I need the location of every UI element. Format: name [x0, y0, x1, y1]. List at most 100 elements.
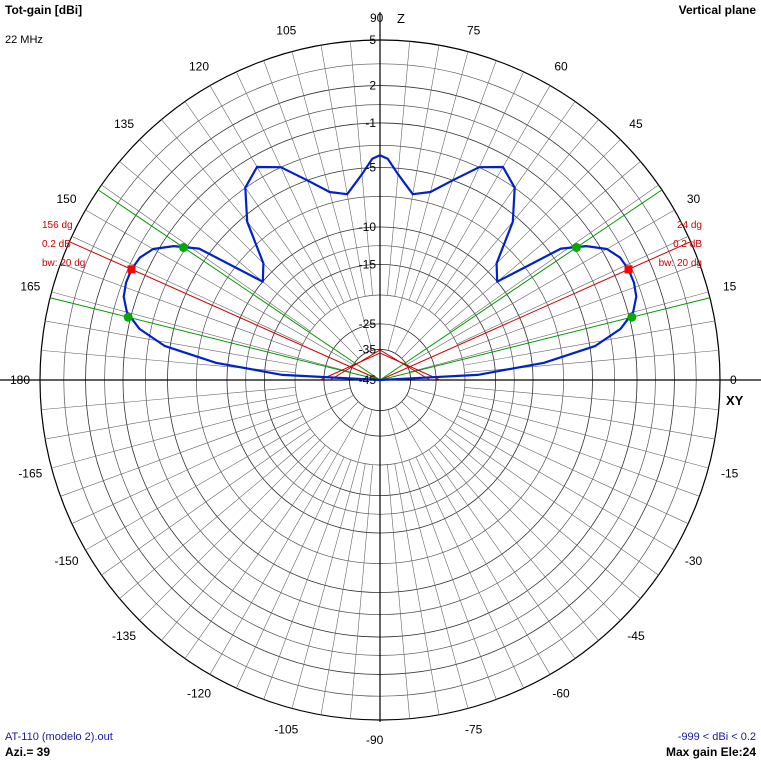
inner-max-marker: [319, 352, 441, 381]
angle-tick-label: -90: [366, 733, 384, 747]
radial-tick-label: -10: [359, 220, 377, 234]
grid-spoke: [350, 41, 373, 296]
grid-spoke: [236, 71, 345, 304]
left-max-annotation: 0.2 dB: [42, 239, 71, 250]
grid-spoke: [408, 459, 497, 700]
grid-spoke: [444, 161, 641, 326]
right-max-annotation: bw: 20 dg: [659, 258, 702, 269]
half-power-marker: [571, 242, 581, 252]
frequency-label: 22 MHz: [5, 34, 43, 46]
inner-max-marker: [329, 349, 431, 381]
grid-spoke: [463, 320, 715, 366]
grid-spoke: [464, 387, 719, 410]
grid-spoke: [45, 320, 297, 366]
grid-spoke: [415, 71, 524, 304]
grid-spoke: [320, 45, 366, 297]
right-max-annotation: 0.2 dB: [673, 239, 702, 250]
angle-tick-label: 60: [554, 59, 568, 73]
grid-spoke: [428, 449, 576, 659]
half-power-marker: [627, 312, 637, 322]
angle-tick-label: -135: [112, 629, 136, 643]
grid-spoke: [161, 119, 326, 316]
grid-spoke: [406, 209, 675, 365]
grid-spoke: [387, 464, 410, 719]
grid-spoke: [406, 395, 675, 551]
radial-tick-label: -45: [359, 373, 377, 387]
file-name: AT-110 (modelo 2).out: [5, 731, 113, 743]
grid-spoke: [209, 85, 365, 354]
angle-tick-label: 165: [20, 279, 40, 293]
angle-tick-label: 15: [723, 279, 737, 293]
grid-spoke: [71, 236, 304, 345]
grid-spoke: [51, 387, 351, 469]
grid-spoke: [139, 401, 359, 621]
grid-spoke: [449, 184, 659, 332]
grid-spoke: [395, 406, 551, 675]
grid-spoke: [119, 161, 316, 326]
grid-spoke: [320, 463, 366, 715]
grid-spoke: [60, 408, 301, 497]
angle-tick-label: -15: [721, 467, 739, 481]
half-power-marker: [179, 242, 189, 252]
grid-spoke: [291, 51, 373, 351]
grid-spoke: [434, 119, 599, 316]
beamwidth-line: [49, 297, 381, 381]
grid-spoke: [60, 263, 301, 352]
angle-tick-label: 180: [10, 373, 30, 387]
grid-spoke: [45, 394, 297, 440]
grid-spoke: [394, 463, 440, 715]
grid-spoke: [428, 101, 576, 311]
grid-spoke: [394, 45, 440, 297]
grid-spoke: [463, 394, 715, 440]
angle-tick-label: -45: [627, 629, 645, 643]
grid-spoke: [456, 236, 689, 345]
radial-tick-label: -25: [359, 317, 377, 331]
grid-spoke: [184, 449, 332, 659]
max-gain-label: Max gain Ele:24: [665, 745, 756, 759]
angle-tick-label: 150: [56, 192, 76, 206]
angle-tick-label: 30: [687, 192, 701, 206]
right-max-annotation: 24 dg: [677, 220, 702, 231]
angle-tick-label: 90: [370, 11, 384, 25]
left-max-annotation: bw: 20 dg: [42, 258, 85, 269]
max-gain-line: [69, 241, 381, 381]
grid-spoke: [444, 434, 641, 599]
grid-spoke: [387, 51, 469, 351]
grid-spoke: [415, 456, 524, 689]
xy-axis-label: XY: [726, 393, 744, 408]
left-max-annotation: 156 dg: [42, 220, 73, 231]
grid-spoke: [139, 139, 359, 359]
grid-spoke: [449, 428, 659, 576]
max-gain-marker: [624, 265, 633, 274]
angle-tick-label: 45: [629, 117, 643, 131]
angle-tick-label: -75: [465, 723, 483, 737]
grid-spoke: [395, 85, 551, 354]
max-gain-marker: [127, 265, 136, 274]
grid-spoke: [409, 291, 709, 373]
angle-tick-label: 0: [730, 373, 737, 387]
grid-spoke: [101, 428, 311, 576]
grid-spoke: [263, 459, 352, 700]
angle-tick-label: -165: [18, 467, 42, 481]
grid-spoke: [41, 387, 296, 410]
angle-tick-label: 135: [114, 117, 134, 131]
grid-spoke: [409, 387, 709, 469]
grid-spoke: [459, 408, 700, 497]
half-power-marker: [123, 312, 133, 322]
grid-spoke: [401, 401, 621, 621]
angle-tick-label: -150: [54, 554, 78, 568]
grid-spoke: [434, 444, 599, 641]
grid-spoke: [119, 434, 316, 599]
radial-tick-label: -35: [359, 342, 377, 356]
radial-tick-label: -15: [359, 257, 377, 271]
angle-tick-label: -60: [552, 687, 570, 701]
beamwidth-line: [97, 189, 381, 381]
grid-spoke: [161, 444, 326, 641]
grid-spoke: [236, 456, 345, 689]
chart-title: Tot-gain [dBi]: [5, 3, 83, 17]
angle-tick-label: -120: [187, 687, 211, 701]
max-gain-line: [379, 241, 691, 381]
grid-spoke: [401, 139, 621, 359]
beamwidth-line: [379, 189, 663, 381]
